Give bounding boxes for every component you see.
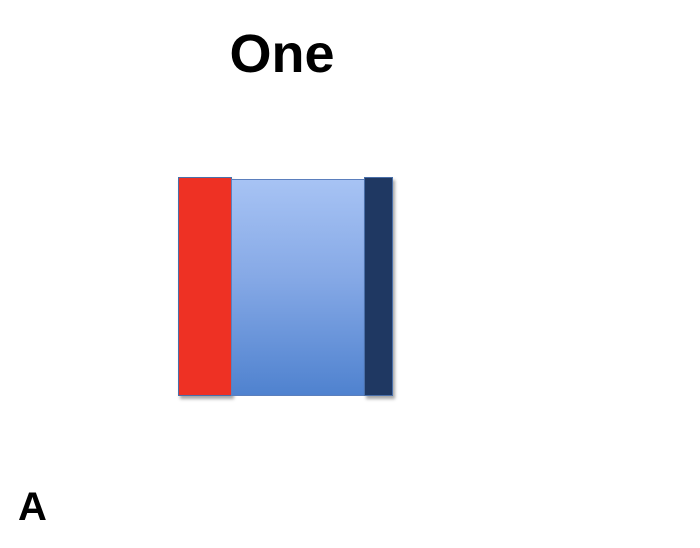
blue-gradient-center-block — [231, 179, 365, 396]
layered-block-diagram — [178, 177, 394, 397]
panel-label: A — [18, 485, 47, 529]
dark-navy-right-bar — [364, 177, 393, 396]
red-left-bar — [178, 177, 232, 396]
diagram-title: One — [229, 24, 335, 84]
